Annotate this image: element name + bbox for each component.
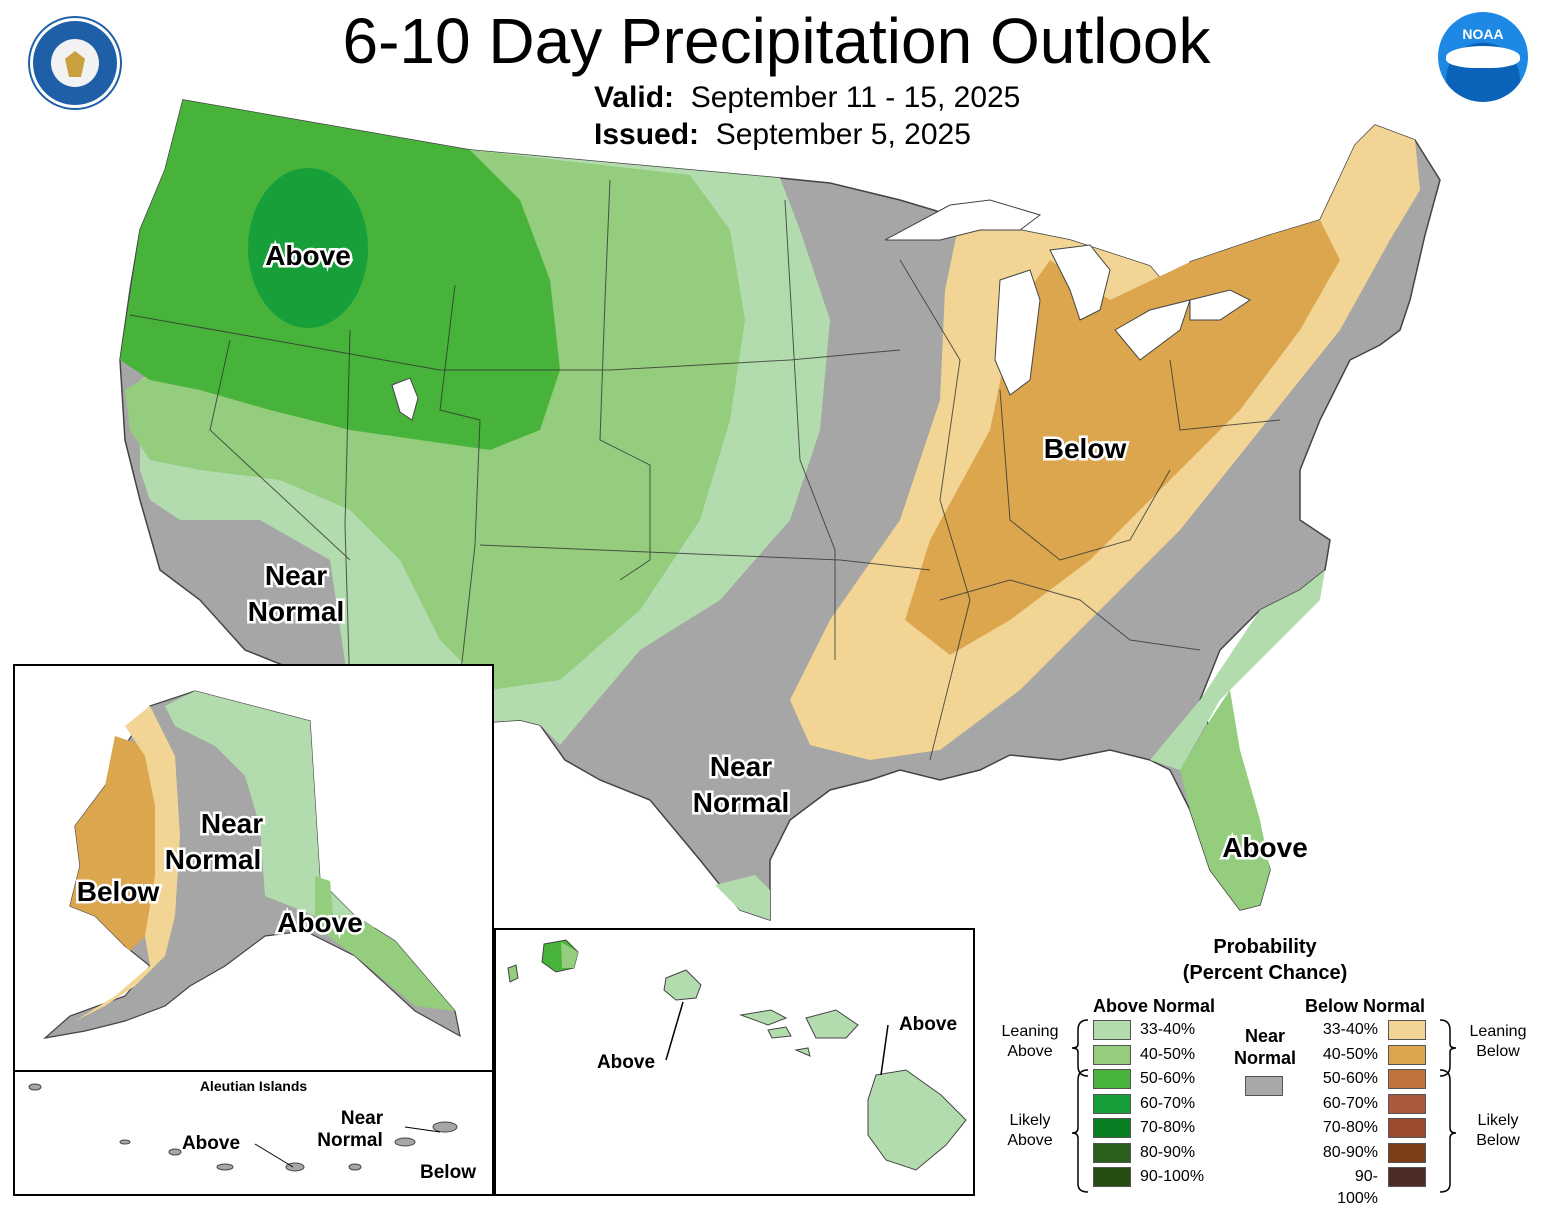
legend-above-swatch (1093, 1167, 1131, 1187)
legend-above-swatch (1093, 1142, 1131, 1163)
label-florida-above: Above (1222, 832, 1308, 863)
legend-below-swatch (1388, 1020, 1426, 1040)
issued-label: Issued: (594, 118, 700, 151)
legend-leaning-below-2: Below (1476, 1043, 1520, 1060)
above-coast-region (1150, 570, 1325, 770)
legend-likely-below-1: Likely (1477, 1112, 1519, 1129)
legend-braces (1071, 1019, 1457, 1193)
legend-above-swatch (1093, 1093, 1131, 1114)
legend: Probability (Percent Chance) Above Norma… (990, 930, 1550, 1207)
legend-above-swatch (1093, 1118, 1131, 1138)
legend-title-1: Probability (1213, 936, 1317, 958)
aleutian-inset: Aleutian Islands Above Near Normal Below (13, 1070, 494, 1196)
legend-below-swatch (1388, 1069, 1426, 1089)
legend-below-swatch (1388, 1142, 1426, 1163)
legend-above-range: 60-70% (1140, 1094, 1196, 1112)
legend-below-header: Below Normal (1305, 996, 1426, 1016)
legend-above-range: 40-50% (1140, 1045, 1196, 1063)
legend-likely-below-2: Below (1476, 1132, 1520, 1149)
hi-label-right: Above (899, 1014, 957, 1035)
legend-below-swatch (1388, 1044, 1426, 1065)
legend-above-header: Above Normal (1093, 996, 1216, 1016)
legend-near-2: Normal (1233, 1048, 1296, 1068)
state-boundaries (129, 179, 1281, 761)
page-title: 6-10 Day Precipitation Outlook (342, 5, 1211, 77)
legend-above-range: 50-60% (1140, 1070, 1196, 1087)
legend-below-range: 70-80% (1322, 1119, 1378, 1136)
label-ca-near-1: Near (265, 560, 327, 591)
legend-below-range: 60-70% (1322, 1094, 1378, 1112)
legend-below-range: 40-50% (1322, 1045, 1378, 1063)
hawaii-inset: Above Above (494, 928, 975, 1196)
valid-label: Valid: (594, 81, 675, 114)
great-salt-lake (391, 377, 419, 421)
legend-below-range: 50-60% (1322, 1070, 1378, 1087)
aleutian-label-above: Above (182, 1133, 240, 1154)
aleutian-label-below: Below (420, 1162, 476, 1183)
ak-label-above: Above (277, 907, 363, 938)
issued-value: September 5, 2025 (715, 118, 971, 151)
legend-leaning-above-1: Leaning (1001, 1023, 1059, 1040)
alaska-inset: Near Normal Below Above (13, 664, 494, 1072)
aleutian-title: Aleutian Islands (199, 1078, 308, 1094)
legend-near-1: Near (1244, 1026, 1286, 1046)
legend-likely-above-2: Above (1007, 1132, 1053, 1149)
legend-below-range: 80-90% (1322, 1143, 1378, 1161)
aleutian-label-near-2: Normal (317, 1130, 382, 1151)
aleutian-label-near-1: Near (341, 1108, 384, 1129)
ak-label-near-2: Normal (165, 844, 261, 875)
label-ca-near-2: Normal (248, 596, 344, 627)
legend-above-swatch (1093, 1020, 1131, 1040)
legend-title-2: (Percent Chance) (1182, 962, 1348, 984)
legend-likely-above-1: Likely (1009, 1112, 1051, 1129)
legend-below-swatch (1388, 1167, 1426, 1187)
legend-leaning-above-2: Above (1007, 1043, 1053, 1060)
legend-above-range: 70-80% (1140, 1119, 1196, 1136)
label-tx-near-1: Near (710, 751, 772, 782)
above-60-70-region (248, 168, 368, 328)
legend-below-swatch (1388, 1093, 1426, 1114)
commerce-seal-logo (30, 18, 120, 108)
ak-label-below: Below (77, 876, 160, 907)
legend-leaning-below-1: Leaning (1469, 1023, 1527, 1040)
label-ohio-below: Below (1044, 433, 1127, 464)
legend-near-swatch (1245, 1076, 1283, 1096)
legend-above-range: 90-100% (1140, 1168, 1205, 1185)
legend-below-swatch (1388, 1118, 1426, 1138)
legend-above-range: 33-40% (1140, 1021, 1196, 1038)
legend-below-range: 90-100% (1337, 1168, 1378, 1207)
great-lakes (884, 199, 1251, 396)
legend-above-range: 80-90% (1140, 1143, 1196, 1161)
legend-above-swatch (1093, 1044, 1131, 1065)
valid-dates: Valid: September 11 - 15, 2025 (594, 80, 1020, 116)
hi-label-left: Above (597, 1052, 655, 1073)
legend-above-swatch (1093, 1069, 1131, 1089)
legend-below-range: 33-40% (1322, 1021, 1378, 1038)
issued-date: Issued: September 5, 2025 (594, 117, 971, 153)
ak-label-near-1: Near (201, 808, 263, 839)
noaa-logo: NOAA (1438, 12, 1528, 102)
above-texas-tip-region (715, 875, 770, 920)
above-florida-region (1180, 690, 1270, 910)
valid-value: September 11 - 15, 2025 (690, 81, 1021, 114)
label-nw-above: Above (265, 240, 351, 271)
label-tx-near-2: Normal (693, 787, 789, 818)
